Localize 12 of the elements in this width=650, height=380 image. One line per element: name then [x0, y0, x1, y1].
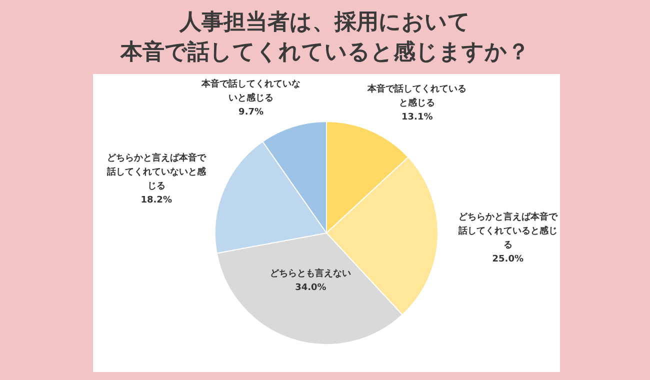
- chart-subtitle: 本音で話してくれていると感じますか？: [119, 38, 530, 67]
- chart-title: 人事担当者は、採用において: [178, 9, 472, 37]
- slice-label: 本音で話してくれていないと感じる: [200, 78, 301, 104]
- data-label: 25.0%: [492, 254, 524, 265]
- data-label: 13.1%: [401, 112, 433, 123]
- data-label: 34.0%: [295, 282, 326, 293]
- data-label: 18.2%: [140, 196, 172, 206]
- data-label: 9.7%: [238, 107, 264, 118]
- slice-label: どちらかと言えば本音で話してくれていないと感じる: [106, 152, 207, 192]
- slice-label: どちらかと言えば本音で話してくれていると感じる: [457, 212, 558, 251]
- slice-label: 本音で話してくれていると感じる: [366, 84, 467, 109]
- slice-label: どちらとも言えない: [270, 268, 352, 279]
